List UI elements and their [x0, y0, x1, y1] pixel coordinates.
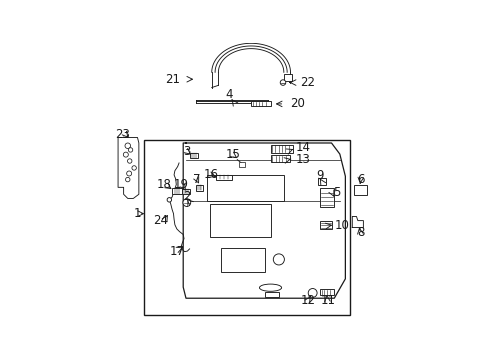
- Text: 21: 21: [166, 73, 180, 86]
- Text: 3: 3: [183, 145, 191, 158]
- Bar: [320, 188, 334, 207]
- Circle shape: [128, 148, 133, 152]
- Bar: [196, 185, 203, 191]
- Circle shape: [125, 143, 130, 149]
- Text: 14: 14: [295, 141, 311, 154]
- Bar: [220, 248, 265, 272]
- Circle shape: [132, 166, 136, 170]
- Bar: [217, 175, 232, 180]
- Text: 19: 19: [174, 178, 189, 191]
- Text: 11: 11: [320, 294, 336, 307]
- Circle shape: [127, 159, 132, 163]
- Bar: [172, 188, 182, 194]
- Bar: [318, 178, 326, 185]
- Circle shape: [125, 177, 130, 182]
- Text: 7: 7: [194, 172, 201, 185]
- Text: 24: 24: [153, 214, 168, 227]
- Text: 10: 10: [334, 219, 349, 231]
- Text: 18: 18: [156, 178, 171, 191]
- Bar: [270, 145, 293, 153]
- Text: 23: 23: [116, 128, 130, 141]
- Bar: [265, 292, 279, 297]
- Ellipse shape: [259, 284, 282, 291]
- Bar: [320, 289, 334, 296]
- Bar: [145, 140, 349, 315]
- Text: 8: 8: [357, 226, 364, 239]
- Bar: [320, 221, 332, 229]
- Circle shape: [123, 152, 128, 157]
- Circle shape: [273, 254, 284, 265]
- Bar: [240, 162, 245, 167]
- Bar: [182, 189, 190, 194]
- Text: 22: 22: [300, 76, 315, 89]
- Circle shape: [280, 80, 286, 85]
- Circle shape: [126, 171, 132, 176]
- Bar: [284, 74, 292, 81]
- Bar: [271, 156, 291, 162]
- Text: 9: 9: [316, 169, 323, 182]
- Bar: [207, 175, 284, 201]
- Text: 20: 20: [290, 98, 305, 111]
- Circle shape: [183, 199, 191, 207]
- Text: 15: 15: [226, 148, 241, 161]
- Text: 16: 16: [203, 168, 219, 181]
- Text: 13: 13: [295, 153, 310, 166]
- Text: 17: 17: [170, 244, 184, 258]
- Bar: [251, 102, 270, 107]
- Circle shape: [308, 288, 317, 297]
- Text: 12: 12: [301, 294, 316, 307]
- Text: 6: 6: [357, 172, 365, 185]
- Text: 4: 4: [225, 88, 233, 101]
- Bar: [210, 204, 270, 237]
- Bar: [354, 185, 367, 195]
- Text: 1: 1: [134, 207, 141, 220]
- Bar: [190, 153, 198, 158]
- Text: 2: 2: [183, 190, 191, 203]
- Circle shape: [167, 198, 171, 202]
- Text: 5: 5: [333, 186, 340, 199]
